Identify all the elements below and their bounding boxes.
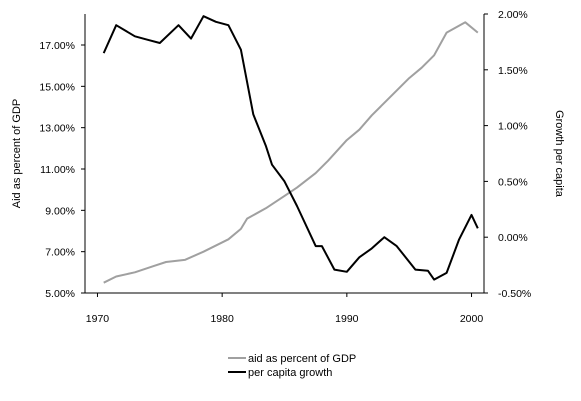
axes-layer bbox=[81, 13, 488, 297]
x-axis-tick-label: 2000 bbox=[460, 313, 484, 325]
right-axis-tick-label: 0.50% bbox=[498, 176, 528, 188]
legend: aid as percent of GDP per capita growth bbox=[228, 353, 356, 379]
series-layer bbox=[102, 15, 479, 284]
labels-layer: 5.00% 7.00% 9.00% 11.00% 13.00% 15.00% 17.00% -… bbox=[11, 9, 565, 325]
x-axis-tick-label: 1980 bbox=[210, 313, 234, 325]
right-axis-tick-label: -0.50% bbox=[498, 288, 531, 300]
x-axis-tick-label: 1990 bbox=[335, 313, 359, 325]
right-axis-tick-label: 2.00% bbox=[498, 9, 528, 21]
right-axis-title: Growth per capita bbox=[553, 110, 565, 198]
left-axis-tick-label: 7.00% bbox=[45, 247, 75, 259]
legend-label: aid as percent of GDP bbox=[248, 353, 356, 365]
x-axis-tick-label: 1970 bbox=[86, 313, 110, 325]
left-axis-tick-label: 11.00% bbox=[40, 164, 75, 176]
right-axis-tick-label: 1.00% bbox=[498, 121, 528, 133]
left-axis-tick-label: 13.00% bbox=[39, 123, 75, 135]
right-axis-tick-label: 1.50% bbox=[498, 65, 528, 77]
left-axis-tick-label: 17.00% bbox=[39, 40, 75, 52]
right-axis-tick-label: 0.00% bbox=[498, 232, 528, 244]
left-axis-tick-label: 9.00% bbox=[45, 205, 75, 217]
left-axis-tick-label: 5.00% bbox=[45, 288, 75, 300]
legend-label: per capita growth bbox=[248, 367, 332, 379]
series-line-growth bbox=[102, 15, 479, 281]
left-axis-tick-label: 15.00% bbox=[39, 81, 75, 93]
left-axis-title: Aid as percent of GDP bbox=[11, 99, 23, 208]
series-line-aid bbox=[103, 21, 479, 284]
